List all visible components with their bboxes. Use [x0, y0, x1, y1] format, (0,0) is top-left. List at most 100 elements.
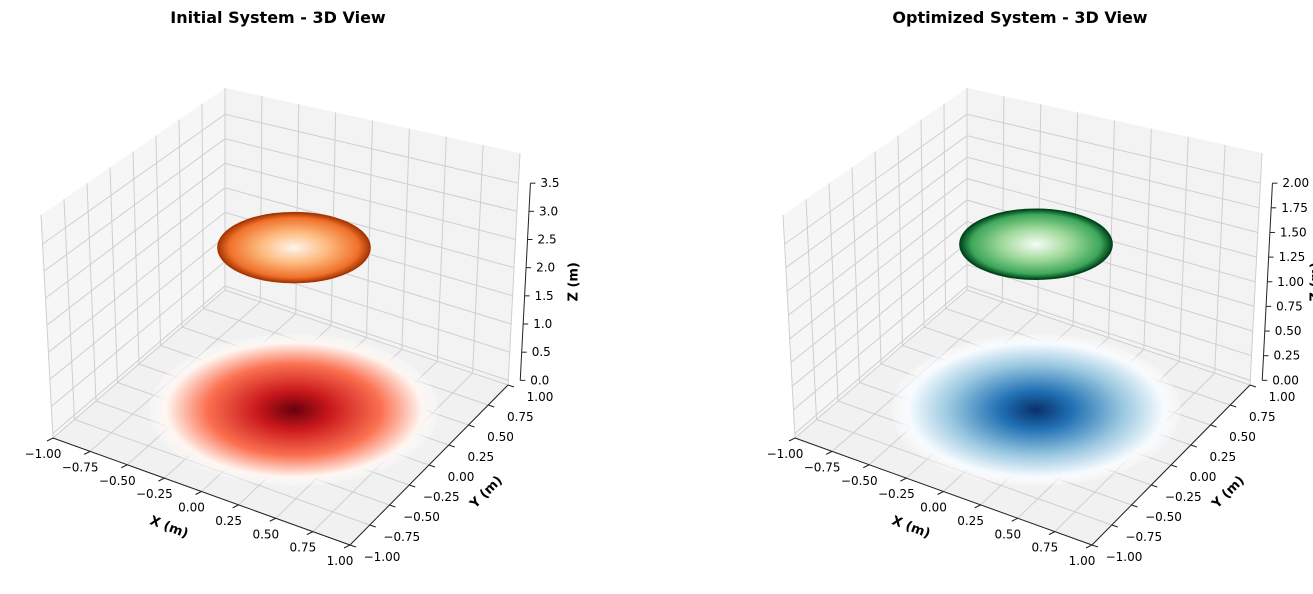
- x-tick: [788, 437, 796, 442]
- grid-line: [63, 199, 75, 420]
- surfaces: [149, 211, 439, 486]
- x-tick: [900, 477, 907, 482]
- grid-line: [785, 135, 1260, 269]
- x-tick: [863, 464, 870, 469]
- grid-line: [793, 263, 1252, 411]
- z-tick-label: 0.5: [532, 345, 551, 359]
- y-tick-label: −1.00: [1106, 550, 1143, 564]
- y-tick: [1091, 544, 1099, 548]
- z-tick-label: 1.5: [535, 289, 554, 303]
- x-tick-label: 1.00: [1069, 554, 1096, 568]
- y-tick: [1111, 524, 1118, 528]
- grid-line: [1249, 152, 1263, 386]
- y-tick: [448, 444, 455, 448]
- grid-line: [805, 199, 817, 420]
- chart-title: Initial System - 3D View: [170, 8, 386, 27]
- y-tick: [1249, 384, 1257, 388]
- grid-line: [401, 128, 410, 350]
- grid-line: [920, 119, 925, 328]
- grid-line: [1214, 144, 1226, 374]
- x-tick-label: 0.25: [957, 514, 984, 528]
- y-tick: [409, 484, 416, 488]
- z-tick-label: 0.75: [1276, 299, 1303, 313]
- grid-line: [828, 183, 839, 402]
- x-tick-label: 0.50: [994, 527, 1021, 541]
- x-tick: [1085, 544, 1093, 549]
- x-tick: [937, 491, 944, 495]
- grid-line: [366, 120, 373, 338]
- z-tick-label: 1.50: [1280, 226, 1307, 240]
- grid-line: [52, 285, 509, 434]
- z-tick-label: 2.0: [536, 261, 555, 275]
- x-tick-label: 0.00: [920, 501, 947, 515]
- x-tick-label: −0.50: [841, 474, 878, 488]
- y-tick-label: −0.50: [403, 510, 440, 524]
- x-tick: [974, 504, 981, 509]
- grid-line: [42, 113, 519, 245]
- grid-line: [43, 138, 518, 272]
- y-tick: [1151, 484, 1158, 488]
- x-tick-label: −1.00: [767, 447, 804, 461]
- pane-left: [41, 88, 225, 438]
- y-tick-label: −0.25: [423, 490, 460, 504]
- grid-line: [851, 167, 860, 383]
- x-tick-label: −1.00: [25, 447, 62, 461]
- z-tick-label: 2.5: [538, 233, 557, 247]
- y-tick: [369, 524, 376, 528]
- grid-line: [874, 151, 882, 365]
- y-tick-label: 1.00: [1269, 390, 1296, 404]
- surface-disk-rim: [959, 208, 1113, 280]
- grid-line: [1143, 128, 1152, 350]
- grid-line: [794, 285, 1251, 434]
- y-tick-label: 0.00: [448, 470, 475, 484]
- y-tick-label: −0.25: [1165, 490, 1202, 504]
- y-tick: [507, 384, 515, 388]
- grid-line: [1108, 120, 1115, 338]
- surface-disk-blues: [891, 334, 1181, 486]
- surface-disk-rim: [217, 211, 371, 284]
- y-tick-label: −0.50: [1145, 510, 1182, 524]
- x-tick: [195, 491, 202, 495]
- y-tick: [349, 544, 357, 548]
- z-tick-label: 0.50: [1275, 324, 1302, 338]
- z-tick-label: 1.25: [1279, 250, 1306, 264]
- x-tick: [1048, 531, 1056, 536]
- x-tick: [232, 504, 239, 509]
- z-tick-label: 1.75: [1281, 201, 1308, 215]
- z-tick-label: 3.0: [539, 204, 558, 218]
- grid-line: [109, 167, 118, 383]
- y-tick-label: −0.75: [1125, 530, 1162, 544]
- y-tick-label: 0.75: [507, 410, 534, 424]
- x-tick: [46, 437, 54, 442]
- x-tick-label: −0.25: [878, 487, 915, 501]
- grid-line: [201, 103, 204, 309]
- grid-line: [40, 214, 54, 439]
- x-axis-label: X (m): [890, 513, 933, 541]
- y-tick: [1170, 464, 1178, 468]
- y-tick-label: −0.75: [383, 530, 420, 544]
- y-tick-label: −1.00: [364, 550, 401, 564]
- z-tick-label: 0.25: [1274, 349, 1301, 363]
- tick-labels: −1.00−0.75−0.50−0.250.000.250.500.751.00…: [767, 176, 1310, 568]
- x-tick-label: −0.25: [136, 487, 173, 501]
- surface-disk-oranges: [217, 212, 371, 283]
- grid-line: [789, 199, 1256, 340]
- y-tick: [1131, 504, 1138, 508]
- grid-line: [788, 178, 1257, 316]
- x-tick-label: 0.75: [290, 541, 317, 555]
- z-tick-label: 0.00: [1272, 373, 1299, 387]
- grid-line: [472, 144, 484, 374]
- z-tick-label: 3.5: [540, 176, 559, 190]
- tick-labels: −1.00−0.75−0.50−0.250.000.250.500.751.00…: [25, 176, 560, 568]
- grid-line: [155, 135, 161, 346]
- grid-line: [507, 152, 521, 386]
- x-tick: [269, 517, 276, 522]
- grid-line: [1178, 136, 1189, 362]
- chart-title: Optimized System - 3D View: [892, 8, 1147, 27]
- grid-line: [46, 187, 515, 326]
- y-tick-label: 0.00: [1190, 470, 1217, 484]
- x-tick-label: 0.75: [1032, 541, 1059, 555]
- y-tick: [488, 404, 495, 408]
